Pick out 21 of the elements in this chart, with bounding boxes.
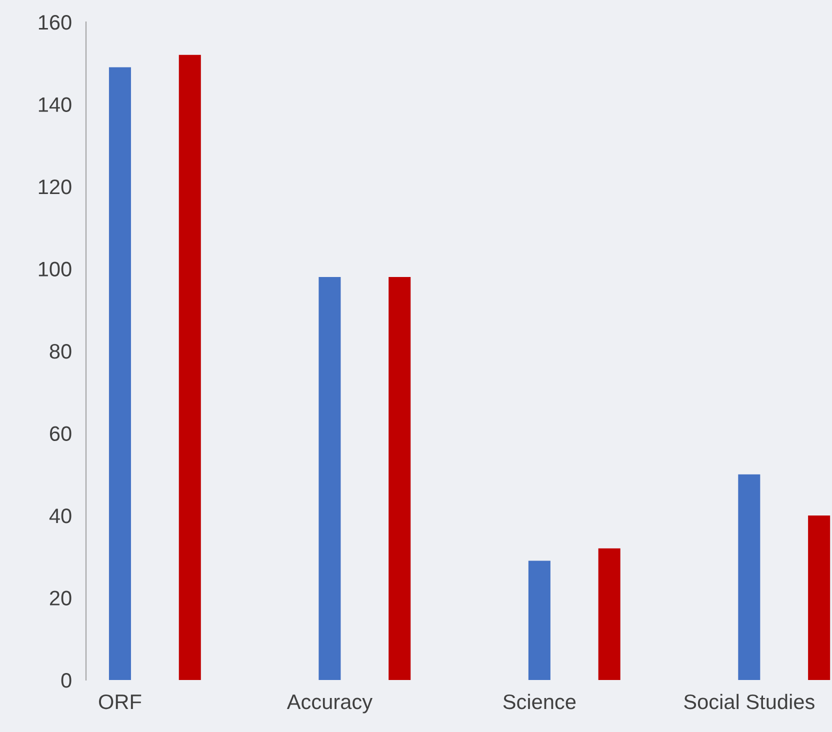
bar <box>738 474 760 680</box>
x-tick-label: Science <box>503 694 576 710</box>
y-tick-label: 60 <box>50 426 72 442</box>
y-tick-label: 20 <box>50 590 72 606</box>
y-tick-label: 140 <box>38 97 72 112</box>
y-tick-label: 40 <box>49 508 72 524</box>
y-tick-label: 160 <box>38 15 72 30</box>
x-tick-label: ORF <box>98 694 142 710</box>
y-tick-label: 80 <box>50 344 72 359</box>
bar <box>108 67 131 680</box>
x-tick-label: Social Studies <box>684 694 814 710</box>
bar <box>528 560 550 680</box>
bar <box>808 516 830 680</box>
bar <box>318 276 341 680</box>
x-tick-label: Accuracy <box>286 694 372 714</box>
y-tick-label: 120 <box>38 180 72 194</box>
bar <box>388 276 411 680</box>
bar <box>178 54 201 680</box>
y-tick-label: 100 <box>38 262 72 277</box>
bar <box>598 548 620 680</box>
y-tick-label: 0 <box>61 673 72 688</box>
